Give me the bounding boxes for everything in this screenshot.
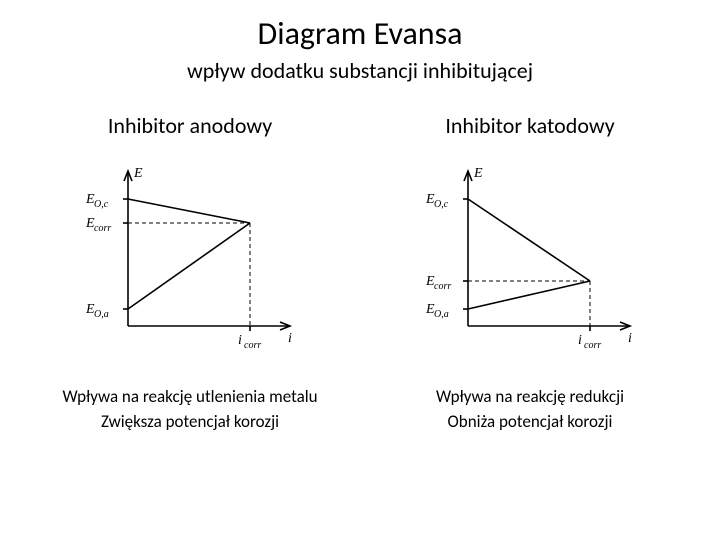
columns: Inhibitor anodowy EiEO,cEcorrEO,aicorr W… [0, 112, 720, 434]
page-title: Diagram Evansa [0, 0, 720, 53]
svg-text:corr: corr [244, 340, 261, 351]
svg-text:O,a: O,a [434, 309, 449, 320]
svg-text:O,c: O,c [434, 199, 449, 210]
right-column: Inhibitor katodowy EiEO,cEcorrEO,aicorr … [380, 112, 680, 434]
svg-text:corr: corr [584, 340, 601, 351]
left-caption-line1: Wpływa na reakcję utlenienia metalu [62, 385, 317, 410]
left-chart: EiEO,cEcorrEO,aicorr [80, 161, 300, 351]
left-caption: Wpływa na reakcję utlenienia metalu Zwię… [62, 385, 317, 434]
svg-text:i: i [238, 333, 242, 348]
svg-text:O,a: O,a [94, 309, 109, 320]
svg-text:i: i [288, 331, 292, 346]
right-caption-line2: Obniża potencjał korozji [436, 410, 624, 435]
svg-text:corr: corr [94, 223, 111, 234]
right-heading: Inhibitor katodowy [445, 112, 614, 139]
svg-text:corr: corr [434, 281, 451, 292]
left-chart-g: EiEO,cEcorrEO,aicorr [85, 166, 292, 351]
right-caption-line1: Wpływa na reakcję redukcji [436, 385, 624, 410]
right-chart: EiEO,cEcorrEO,aicorr [420, 161, 640, 351]
right-chart-g: EiEO,cEcorrEO,aicorr [425, 166, 632, 351]
svg-text:O,c: O,c [94, 199, 109, 210]
left-heading: Inhibitor anodowy [108, 112, 272, 139]
page-subtitle: wpływ dodatku substancji inhibitującej [0, 57, 720, 84]
right-caption: Wpływa na reakcję redukcji Obniża potenc… [436, 385, 624, 434]
left-caption-line2: Zwiększa potencjał korozji [62, 410, 317, 435]
svg-text:E: E [473, 166, 483, 181]
svg-text:E: E [133, 166, 143, 181]
left-column: Inhibitor anodowy EiEO,cEcorrEO,aicorr W… [40, 112, 340, 434]
svg-text:i: i [628, 331, 632, 346]
svg-text:i: i [578, 333, 582, 348]
